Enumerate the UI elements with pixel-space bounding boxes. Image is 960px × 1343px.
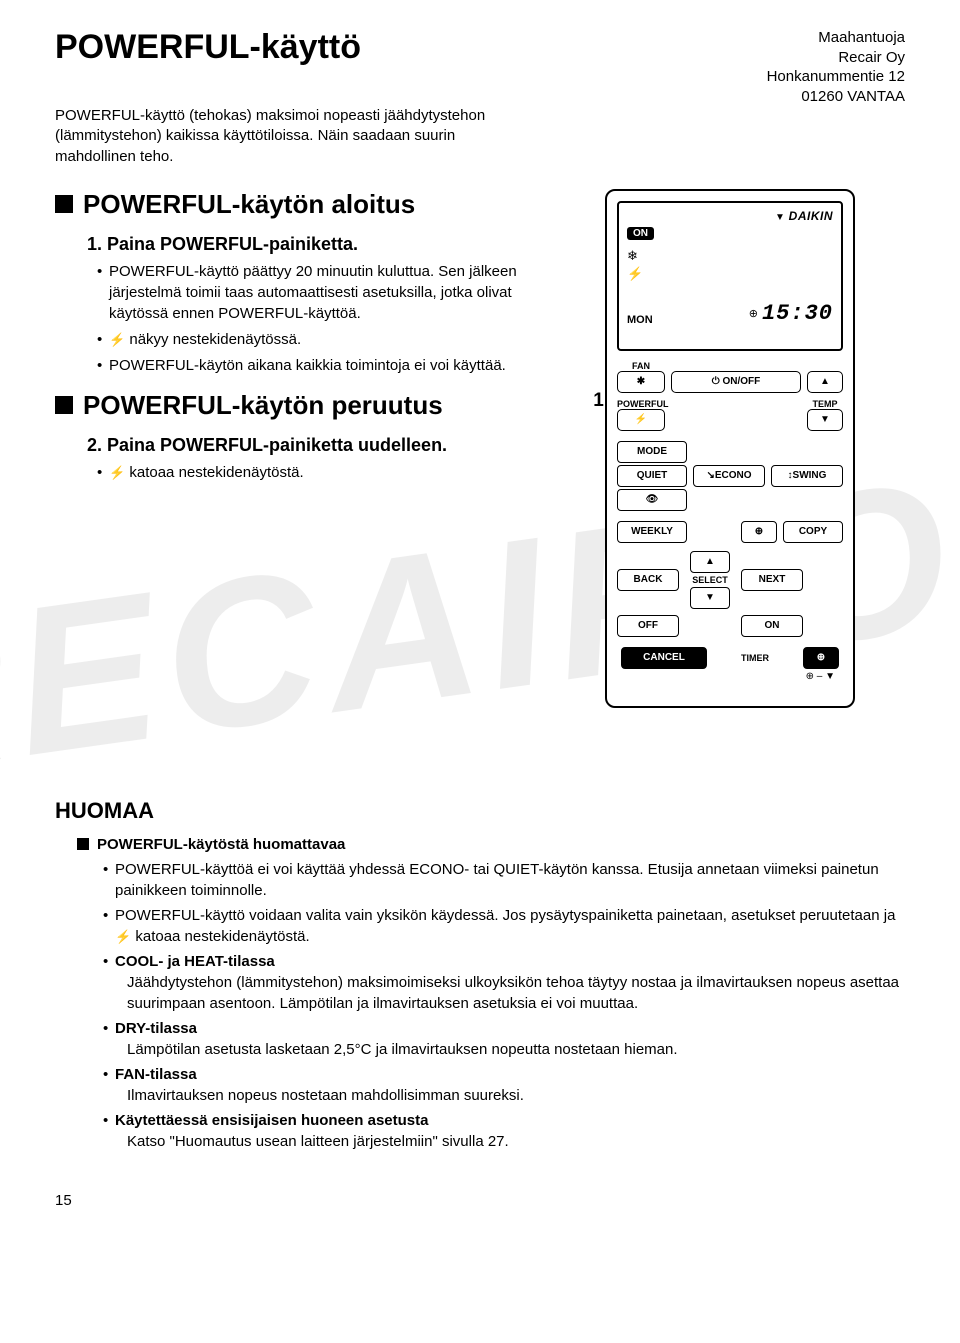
mode-button[interactable]: MODE: [617, 441, 687, 463]
step1-title: 1. Paina POWERFUL-painiketta.: [87, 234, 575, 255]
econo-button[interactable]: ↘ECONO: [693, 465, 765, 487]
right-column: DAIKIN ON ❄⚡ MON ⊕ 15:30 FAN: [605, 189, 865, 708]
page-content: POWERFUL-käyttö Maahantuoja Recair Oy Ho…: [55, 28, 905, 1209]
step2-bullet1: ⚡ katoaa nestekidenäytöstä.: [97, 462, 575, 483]
clock-button[interactable]: ⊕: [741, 521, 777, 543]
left-column: POWERFUL-käytön aloitus 1. Paina POWERFU…: [55, 189, 575, 497]
note-bullet5: FAN-tilassaIlmavirtauksen nopeus nosteta…: [103, 1064, 905, 1106]
importer-block: Maahantuoja Recair Oy Honkanummentie 12 …: [767, 28, 905, 106]
back-button[interactable]: BACK: [617, 569, 679, 591]
section2-head: POWERFUL-käytön peruutus 1, 2: [55, 390, 575, 421]
lcd-display: DAIKIN ON ❄⚡ MON ⊕ 15:30: [617, 201, 843, 351]
lcd-day-label: MON: [627, 314, 653, 326]
off-button[interactable]: OFF: [617, 615, 679, 637]
powerful-inline-icon: ⚡: [109, 332, 125, 347]
select-down-button[interactable]: ▼: [690, 587, 730, 609]
temp-down-button[interactable]: ▼: [807, 409, 843, 431]
swing-button[interactable]: ↕SWING: [771, 465, 843, 487]
lcd-clock: 15:30: [762, 301, 833, 326]
section1-title: POWERFUL-käytön aloitus: [83, 189, 415, 220]
header-row: POWERFUL-käyttö Maahantuoja Recair Oy Ho…: [55, 28, 905, 106]
remote-control-diagram: DAIKIN ON ❄⚡ MON ⊕ 15:30 FAN: [605, 189, 855, 708]
powerful-button[interactable]: ⚡: [617, 409, 665, 431]
next-button[interactable]: NEXT: [741, 569, 803, 591]
note-bullet2: POWERFUL-käyttö voidaan valita vain yksi…: [103, 905, 905, 947]
select-label: SELECT: [685, 575, 735, 585]
on-button[interactable]: ON: [741, 615, 803, 637]
note-heading: HUOMAA: [55, 798, 905, 824]
sensor-button[interactable]: 👁: [617, 489, 687, 511]
importer-l2: Recair Oy: [767, 48, 905, 68]
section1-head: POWERFUL-käytön aloitus: [55, 189, 575, 220]
note-bullet6: Käytettäessä ensisijaisen huoneen asetus…: [103, 1110, 905, 1152]
powerful-inline-icon: ⚡: [115, 929, 131, 944]
step2-title: 2. Paina POWERFUL-painiketta uudelleen.: [87, 435, 575, 456]
powerful-label: POWERFUL: [617, 399, 665, 409]
lcd-on-indicator: ON: [627, 227, 654, 240]
fan-label: FAN: [617, 361, 665, 371]
timer-button[interactable]: ⊕: [803, 647, 839, 669]
importer-l4: 01260 VANTAA: [767, 87, 905, 107]
page-title: POWERFUL-käyttö: [55, 28, 361, 67]
cancel-button[interactable]: CANCEL: [621, 647, 707, 669]
note-bullet3: COOL- ja HEAT-tilassaJäähdytystehon (läm…: [103, 951, 905, 1014]
importer-l3: Honkanummentie 12: [767, 67, 905, 87]
select-up-button[interactable]: ▲: [690, 551, 730, 573]
step1-bullet2: ⚡ näkyy nestekidenäytössä.: [97, 329, 575, 350]
lcd-mode-icons: ❄⚡: [627, 247, 833, 283]
remote-buttons: FAN ✱ ⏻ ON/OFF ▲ POWERFUL ⚡: [617, 361, 843, 682]
fan-button[interactable]: ✱: [617, 371, 665, 393]
square-bullet-icon: [55, 396, 73, 414]
page-number: 15: [55, 1192, 905, 1209]
square-bullet-icon: [55, 195, 73, 213]
importer-l1: Maahantuoja: [767, 28, 905, 48]
note-bullet1: POWERFUL-käyttöä ei voi käyttää yhdessä …: [103, 859, 905, 901]
brand-label: DAIKIN: [627, 209, 833, 223]
note-bullet4: DRY-tilassaLämpötilan asetusta lasketaan…: [103, 1018, 905, 1060]
step1-bullet3: POWERFUL-käytön aikana kaikkia toimintoj…: [97, 355, 575, 376]
intro-text: POWERFUL-käyttö (tehokas) maksimoi nopea…: [55, 106, 515, 167]
step1-bullet1: POWERFUL-käyttö päättyy 20 minuutin kulu…: [97, 261, 575, 324]
section2-title: POWERFUL-käytön peruutus: [83, 390, 443, 421]
weekly-button[interactable]: WEEKLY: [617, 521, 687, 543]
temp-up-button[interactable]: ▲: [807, 371, 843, 393]
note-subtitle: POWERFUL-käytöstä huomattavaa: [97, 836, 345, 853]
lcd-clock-icon: ⊕: [749, 307, 758, 320]
timer-label: TIMER: [715, 653, 795, 663]
temp-label: TEMP: [807, 399, 843, 409]
powerful-inline-icon: ⚡: [109, 465, 125, 480]
onoff-button[interactable]: ⏻ ON/OFF: [671, 371, 801, 393]
copy-button[interactable]: COPY: [783, 521, 843, 543]
note-section: HUOMAA POWERFUL-käytöstä huomattavaa POW…: [55, 798, 905, 1152]
bottom-glyphs: ⊕ – ▼: [617, 671, 843, 682]
square-bullet-icon: [77, 838, 89, 850]
quiet-button[interactable]: QUIET: [617, 465, 687, 487]
